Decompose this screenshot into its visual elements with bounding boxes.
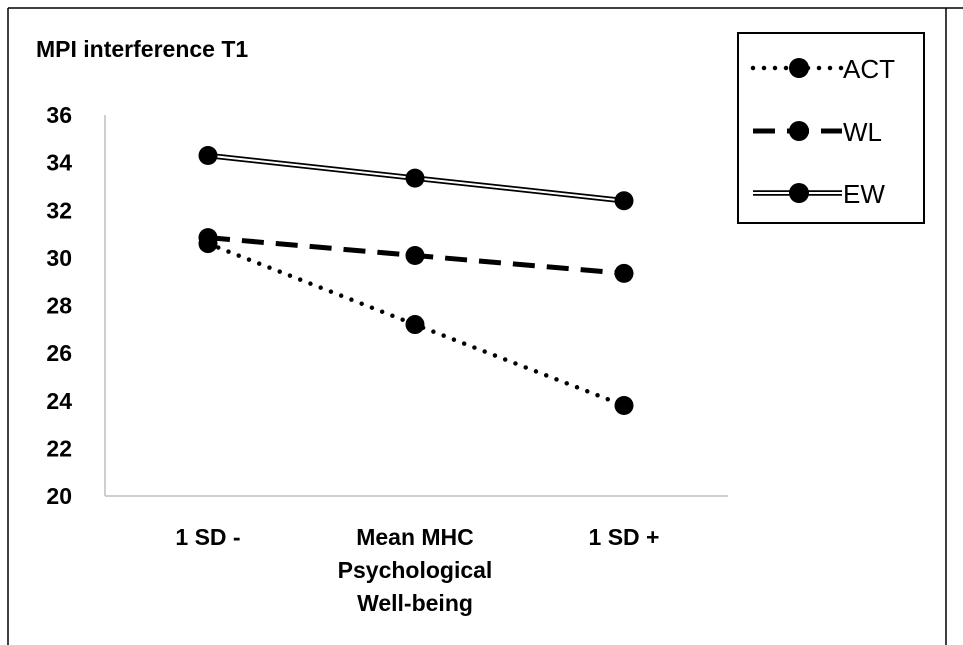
y-tick-labels: 20 22 24 26 28 30 32 34 36 <box>46 102 72 509</box>
legend-label: ACT <box>843 54 895 84</box>
x-category-labels: 1 SD - Mean MHC Psychological Well-being 1 S… <box>175 524 659 616</box>
x-category-label: Psychological <box>338 557 493 583</box>
data-point <box>198 228 218 248</box>
x-category-label: Well-being <box>357 590 473 616</box>
y-tick-label: 32 <box>46 197 72 223</box>
y-tick-label: 36 <box>46 102 72 128</box>
y-tick-label: 26 <box>46 340 72 366</box>
data-point <box>614 396 634 416</box>
x-category-label: Mean MHC <box>356 524 474 550</box>
legend-marker <box>789 121 809 141</box>
series-layer <box>198 145 634 416</box>
data-point <box>614 191 634 211</box>
chart-title: MPI interference T1 <box>36 36 248 62</box>
y-tick-label: 34 <box>46 150 72 176</box>
legend: ACT WL EW <box>737 32 925 224</box>
x-category-label: 1 SD - <box>175 524 240 550</box>
legend-marker <box>789 183 809 203</box>
y-tick-label: 30 <box>46 245 72 271</box>
legend-marker <box>789 58 809 78</box>
y-tick-label: 24 <box>46 388 72 414</box>
x-category-label: 1 SD + <box>589 524 660 550</box>
series-WL <box>198 228 634 283</box>
data-point <box>198 145 218 165</box>
legend-entry-WL: WL <box>753 117 882 147</box>
series-EW <box>198 145 634 211</box>
data-point <box>614 263 634 283</box>
y-tick-label: 22 <box>46 435 72 461</box>
data-point <box>405 245 425 265</box>
y-tick-label: 20 <box>46 483 72 509</box>
legend-entry-ACT: ACT <box>750 54 895 84</box>
data-point <box>405 315 425 335</box>
legend-label: WL <box>843 117 882 147</box>
y-tick-label: 28 <box>46 293 72 319</box>
data-point <box>405 168 425 188</box>
legend-label: EW <box>843 179 885 209</box>
legend-entry-EW: EW <box>753 179 885 209</box>
